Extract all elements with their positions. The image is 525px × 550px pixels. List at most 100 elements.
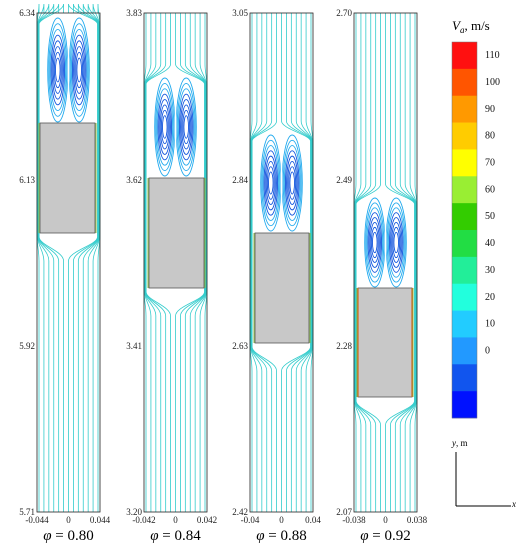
x-tick-label: 0 (66, 515, 71, 525)
panels-group: 6.34 6.13 5.92 5.71-0.044 0 0.044 φ = 0.80 3.83… (19, 3, 428, 544)
y-tick-label: 3.83 (126, 8, 142, 18)
legend-swatch (452, 364, 477, 392)
legend-swatch (452, 42, 477, 70)
vortex-contour (70, 28, 88, 112)
legend-swatch (452, 203, 477, 231)
streamline (354, 13, 367, 512)
y-tick-label: 6.13 (19, 175, 35, 185)
vortex-contour (390, 217, 403, 268)
legend-border (451, 41, 478, 419)
vortex-contour (287, 160, 298, 206)
y-tick-label: 2.42 (232, 507, 248, 517)
y-tick-label: 5.71 (19, 507, 35, 517)
x-tick-label: -0.044 (25, 515, 49, 525)
x-tick-label: 0 (383, 515, 388, 525)
y-tick-label: 2.63 (232, 341, 248, 351)
panel-frame (353, 12, 418, 513)
legend-swatch (452, 149, 477, 177)
legend-label: 60 (485, 184, 495, 195)
vortex-contour (176, 82, 196, 172)
legend-label: 110 (485, 50, 500, 61)
legend-label: 30 (485, 265, 495, 276)
vortex-contour (53, 51, 62, 89)
streamline (251, 13, 277, 512)
legend-swatch (452, 68, 477, 97)
legend-swatch (452, 176, 477, 204)
legend-swatch (452, 337, 477, 365)
vortex-contour (365, 202, 385, 283)
vortex-contour (52, 46, 63, 94)
streamline (355, 13, 381, 512)
phi-caption: φ = 0.80 (43, 528, 94, 544)
legend-label: 100 (485, 77, 500, 88)
vortex-contour (266, 166, 275, 200)
legend-swatch (452, 310, 477, 338)
vortex-contour (183, 115, 189, 139)
vortex-contour (261, 139, 281, 227)
legend-swatch (452, 95, 477, 123)
x-tick-label: 0.038 (407, 515, 428, 525)
panel-1: 6.34 6.13 5.92 5.71-0.044 0 0.044 φ = 0.80 (19, 3, 111, 544)
vortex-contour (157, 93, 172, 161)
vortex-contour (158, 99, 171, 155)
vortex-contour (264, 155, 277, 211)
vortex-contour (49, 28, 67, 112)
vortex-contour (366, 207, 384, 278)
vortex-contour (55, 57, 61, 83)
legend-label: 80 (485, 131, 495, 142)
x-tick-label: 0.044 (90, 515, 111, 525)
legend-label: 50 (485, 211, 495, 222)
vortex-contour (73, 40, 86, 100)
vortex-pair (154, 77, 197, 177)
phi-caption: φ = 0.88 (256, 528, 307, 544)
x-tick-label: -0.038 (342, 515, 366, 525)
legend-label: 90 (485, 104, 495, 115)
vortex-contour (160, 109, 169, 145)
vortex-contour (392, 226, 401, 259)
vortex-contour (263, 150, 278, 216)
vortex-contour (372, 231, 378, 254)
vortex-contour (159, 104, 170, 150)
vortex-contour (386, 202, 406, 283)
vortex-contour (155, 82, 175, 172)
legend-swatch (452, 391, 477, 419)
vortex-contour (391, 222, 402, 263)
vortex-contour (367, 212, 382, 273)
vortex-contour (268, 171, 274, 195)
solid-body (148, 177, 205, 289)
vortex-contour (181, 104, 192, 150)
vortex-contour (72, 34, 87, 106)
y-tick-label: 2.70 (336, 8, 352, 18)
streamlines (143, 13, 208, 512)
vortex-contour (289, 171, 295, 195)
y-tick-label: 3.05 (232, 8, 248, 18)
vortex-contour (285, 150, 300, 216)
y-tick-label: 3.62 (126, 175, 142, 185)
panel-3: 3.05 2.84 2.63 2.42-0.04 0 0.04 φ = 0.88 (232, 8, 321, 544)
y-tick-label: 3.41 (126, 341, 142, 351)
vortex-contour (368, 217, 381, 268)
vortex-contour (265, 160, 276, 206)
vortex-contour (370, 226, 379, 259)
x-tick-label: 0 (279, 515, 284, 525)
y-tick-label: 3.20 (126, 507, 142, 517)
legend-title: Va, m/s (452, 18, 490, 35)
legend-label: 20 (485, 292, 495, 303)
legend-swatch (452, 256, 477, 285)
vortex-pair (260, 134, 303, 232)
streamline (145, 13, 171, 512)
x-tick-label: 0 (173, 515, 178, 525)
vortex-contour (282, 139, 302, 227)
vortex-contour (387, 207, 405, 278)
x-tick-label: -0.042 (132, 515, 155, 525)
vortex-contour (180, 99, 193, 155)
vortex-contour (177, 88, 195, 166)
vortex-contour (69, 23, 89, 117)
vortex-contour (182, 109, 191, 145)
legend-label: 10 (485, 319, 495, 330)
y-tick-label: 5.92 (19, 341, 35, 351)
vortex-pair (47, 17, 90, 123)
vortex-contour (393, 231, 399, 254)
